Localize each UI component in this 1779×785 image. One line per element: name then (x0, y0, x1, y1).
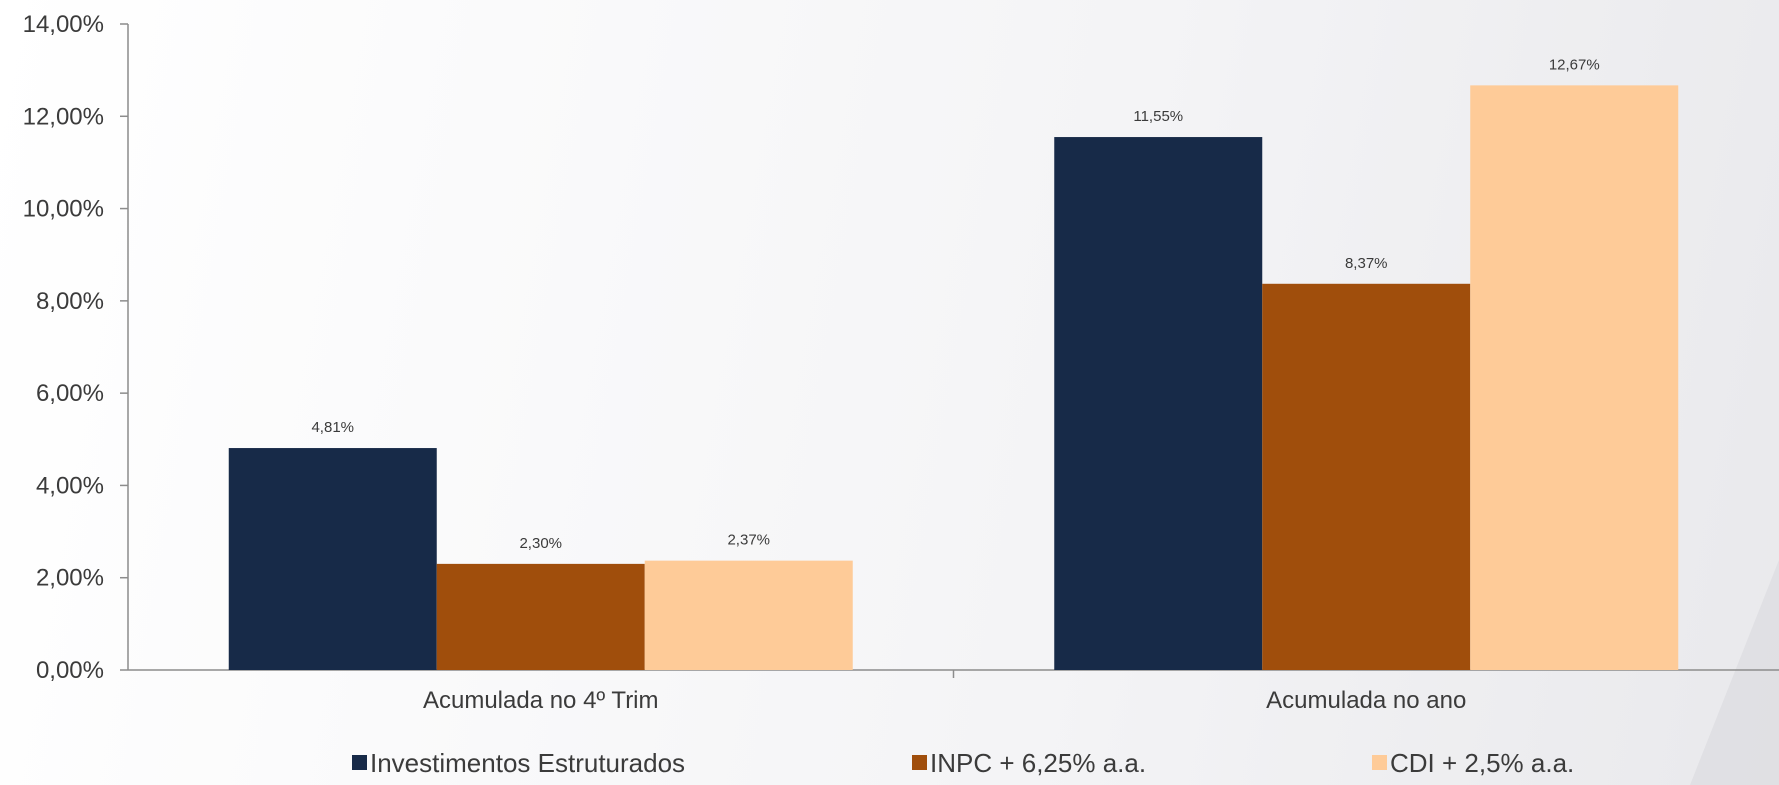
data-label: 2,30% (519, 535, 562, 552)
bar (1470, 85, 1679, 671)
legend-swatch (912, 755, 927, 770)
legend-label: CDI + 2,5% a.a. (1390, 748, 1574, 778)
x-category-label: Acumulada no ano (1266, 687, 1466, 714)
bar (644, 560, 853, 670)
bar (1262, 283, 1471, 670)
y-tick-label: 10,00% (23, 196, 104, 223)
decorative-corner-shape (1690, 560, 1779, 785)
legend: Investimentos Estruturados INPC + 6,25% a… (352, 748, 1574, 778)
y-tick-label: 2,00% (36, 565, 104, 592)
y-tick-label: 0,00% (36, 657, 104, 684)
data-label: 4,81% (311, 419, 354, 436)
legend-label: Investimentos Estruturados (370, 748, 685, 778)
data-label: 12,67% (1549, 56, 1600, 73)
data-label: 8,37% (1345, 255, 1388, 272)
x-category-label: Acumulada no 4º Trim (423, 687, 659, 714)
y-tick-label: 6,00% (36, 380, 104, 407)
data-label: 2,37% (727, 532, 770, 549)
data-labels: 4,81% 2,30% 2,37% 11,55% 8,37% 12,67% (311, 56, 1599, 552)
legend-label: INPC + 6,25% a.a. (930, 748, 1146, 778)
bar (1054, 137, 1263, 671)
bar (228, 448, 437, 670)
bar (436, 563, 645, 670)
legend-swatch (352, 755, 367, 770)
y-tick-label: 4,00% (36, 472, 104, 499)
x-axis: Acumulada no 4º Trim Acumulada no ano (128, 669, 1779, 714)
bars (228, 85, 1679, 671)
y-axis: 0,00% 2,00% 4,00% 6,00% 8,00% 10,00% 12,00% 14,… (23, 11, 129, 684)
y-tick-label: 12,00% (23, 103, 104, 130)
y-tick-label: 8,00% (36, 288, 104, 315)
y-tick-label: 14,00% (23, 11, 104, 38)
legend-swatch (1372, 755, 1387, 770)
data-label: 11,55% (1133, 108, 1183, 125)
